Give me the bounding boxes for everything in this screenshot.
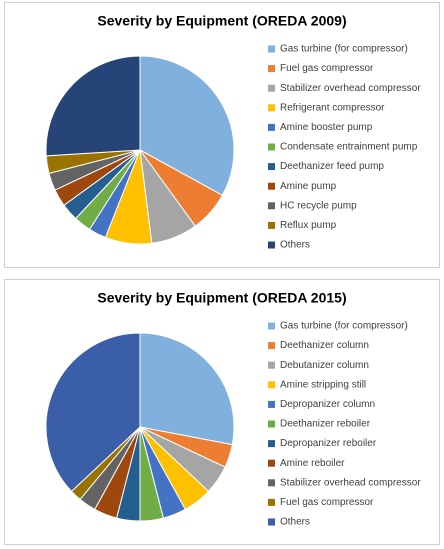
legend-swatch bbox=[268, 202, 275, 210]
legend-swatch bbox=[268, 479, 275, 487]
legend-swatch bbox=[268, 221, 275, 229]
legend-swatch bbox=[268, 342, 275, 350]
legend-swatch bbox=[268, 440, 275, 448]
legend-label: Reflux pump bbox=[280, 220, 337, 231]
pie-slice bbox=[45, 55, 141, 157]
pie-slice bbox=[45, 332, 141, 493]
legend-swatch bbox=[268, 123, 275, 131]
legend-swatch bbox=[268, 518, 275, 526]
chart-title: Severity by Equipment (OREDA 2009) bbox=[97, 13, 346, 29]
legend-swatch bbox=[268, 459, 275, 467]
legend-swatch bbox=[268, 45, 275, 53]
legend-label: Deethanizer feed pump bbox=[280, 161, 384, 172]
legend-label: Depropanizer reboiler bbox=[280, 438, 377, 449]
legend-label: Fuel gas compressor bbox=[280, 63, 374, 74]
legend-label: Debutanizer column bbox=[280, 360, 369, 371]
legend-label: Amine pump bbox=[280, 181, 337, 192]
legend-label: HC recycle pump bbox=[280, 200, 357, 211]
legend-label: Amine reboiler bbox=[280, 458, 345, 469]
legend-label: Deethanizer column bbox=[280, 340, 369, 351]
legend-label: Stabilizer overhead compressor bbox=[280, 477, 421, 488]
legend-swatch bbox=[268, 322, 275, 330]
legend-label: Stabilizer overhead compressor bbox=[280, 83, 421, 94]
legend-swatch bbox=[268, 104, 275, 112]
legend-swatch bbox=[268, 143, 275, 151]
legend-label: Amine stripping still bbox=[280, 379, 366, 390]
legend-label: Condensate entrainment pump bbox=[280, 142, 418, 153]
legend-swatch bbox=[268, 381, 275, 389]
legend-label: Refrigerant compressor bbox=[280, 102, 385, 113]
pie-slice bbox=[139, 332, 235, 446]
legend-swatch bbox=[268, 182, 275, 190]
pie-slice bbox=[139, 55, 235, 196]
legend-swatch bbox=[268, 241, 275, 249]
legend-label: Gas turbine (for compressor) bbox=[280, 44, 408, 55]
chart-panel: Severity by Equipment (OREDA 2009) Gas t… bbox=[4, 2, 440, 268]
chart-panel: Severity by Equipment (OREDA 2015) Gas t… bbox=[4, 279, 440, 545]
chart-title: Severity by Equipment (OREDA 2015) bbox=[97, 290, 346, 306]
legend-swatch bbox=[268, 65, 275, 73]
legend-swatch bbox=[268, 84, 275, 92]
legend-label: Fuel gas compressor bbox=[280, 497, 374, 508]
legend-label: Others bbox=[280, 517, 310, 528]
legend-swatch bbox=[268, 361, 275, 369]
legend-label: Gas turbine (for compressor) bbox=[280, 321, 408, 332]
legend-swatch bbox=[268, 163, 275, 171]
legend-swatch bbox=[268, 400, 275, 408]
legend-label: Deethanizer reboiler bbox=[280, 419, 371, 430]
legend-label: Amine booster pump bbox=[280, 122, 373, 133]
legend-swatch bbox=[268, 420, 275, 428]
legend-swatch bbox=[268, 498, 275, 506]
legend-label: Depropanizer column bbox=[280, 399, 375, 410]
legend-label: Others bbox=[280, 240, 310, 251]
